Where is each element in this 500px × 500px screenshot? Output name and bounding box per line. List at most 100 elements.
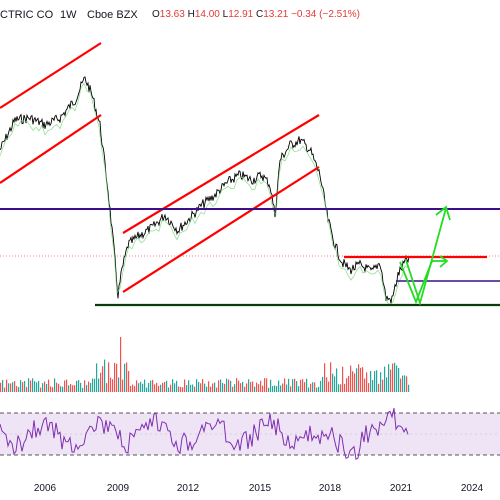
volume-bar bbox=[24, 380, 26, 392]
volume-bar bbox=[326, 377, 328, 392]
volume-bar bbox=[310, 383, 312, 392]
volume-bar bbox=[62, 386, 64, 392]
volume-bar bbox=[354, 373, 356, 392]
volume-bar bbox=[132, 384, 134, 392]
low-label: L bbox=[222, 9, 229, 20]
volume-bar bbox=[400, 378, 402, 392]
volume-bar bbox=[156, 382, 158, 392]
volume-bar bbox=[172, 379, 174, 392]
volume-bar bbox=[302, 379, 304, 392]
volume-bar bbox=[250, 381, 252, 392]
volume-bar bbox=[336, 368, 338, 392]
volume-bar bbox=[332, 373, 334, 392]
ohlc-readout: O13.63 H14.00 L12.91 C13.21 −0.34 (−2.51… bbox=[152, 9, 360, 20]
volume-bar bbox=[262, 385, 264, 392]
volume-bar bbox=[136, 380, 138, 392]
volume-bar bbox=[316, 387, 318, 392]
volume-bar bbox=[174, 383, 176, 392]
interval-label[interactable]: 1W bbox=[60, 9, 77, 21]
volume-bar bbox=[342, 366, 344, 392]
close-label: C bbox=[256, 9, 264, 20]
close-value: 13.21 bbox=[263, 9, 289, 20]
volume-bar bbox=[190, 384, 192, 392]
volume-bar bbox=[350, 365, 352, 392]
volume-bar bbox=[242, 381, 244, 392]
volume-bar bbox=[324, 363, 326, 392]
volume-bar bbox=[278, 380, 280, 392]
volume-bar bbox=[254, 386, 256, 392]
volume-bar bbox=[218, 380, 220, 392]
volume-bar bbox=[2, 380, 4, 392]
volume-bar bbox=[406, 376, 408, 392]
volume-bar bbox=[230, 380, 232, 392]
volume-bar bbox=[98, 378, 100, 392]
volume-bar bbox=[58, 383, 60, 392]
volume-bar bbox=[304, 382, 306, 392]
high-label: H bbox=[187, 9, 195, 20]
volume-bar bbox=[60, 386, 62, 392]
volume-bar bbox=[20, 380, 22, 392]
volume-bar bbox=[408, 384, 410, 392]
volume-bar bbox=[124, 363, 126, 392]
volume-bar bbox=[216, 387, 218, 392]
volume-bar bbox=[294, 378, 296, 392]
volume-bar bbox=[198, 381, 200, 392]
volume-bar bbox=[130, 385, 132, 392]
volume-bar bbox=[54, 378, 56, 392]
volume-bar bbox=[8, 383, 10, 392]
volume-bar bbox=[270, 379, 272, 392]
volume-bar bbox=[234, 384, 236, 392]
volume-bar bbox=[398, 367, 400, 392]
volume-bar bbox=[76, 380, 78, 392]
volume-bar bbox=[46, 383, 48, 392]
change-value: −0.34 (−2.51%) bbox=[291, 9, 360, 20]
volume-bar bbox=[374, 371, 376, 392]
volume-bar bbox=[362, 367, 364, 392]
volume-bar bbox=[114, 362, 116, 392]
volume-bar bbox=[274, 385, 276, 392]
volume-bar bbox=[44, 381, 46, 392]
volume-bar bbox=[150, 380, 152, 392]
volume-bar bbox=[160, 384, 162, 392]
projection-path-2 bbox=[399, 260, 433, 305]
rsi-band bbox=[0, 412, 500, 456]
projection-arrows bbox=[399, 205, 451, 307]
volume-bar bbox=[386, 377, 388, 392]
volume-bar bbox=[40, 387, 42, 392]
volume-bar bbox=[154, 384, 156, 392]
volume-bar bbox=[86, 385, 88, 392]
open-value: 13.63 bbox=[159, 9, 185, 20]
x-tick-label: 2015 bbox=[248, 483, 272, 494]
volume-bar bbox=[378, 383, 380, 392]
volume-bar bbox=[246, 383, 248, 392]
volume-bar bbox=[16, 386, 18, 392]
volume-bar bbox=[382, 379, 384, 392]
volume-bar bbox=[320, 380, 322, 392]
volume-bar bbox=[388, 364, 390, 392]
volume-bar bbox=[34, 381, 36, 392]
volume-bar bbox=[384, 366, 386, 392]
volume-bar bbox=[108, 362, 110, 392]
volume-bar bbox=[164, 381, 166, 392]
volume-bar bbox=[340, 384, 342, 392]
volume-bar bbox=[404, 375, 406, 392]
high-value: 14.00 bbox=[194, 9, 220, 20]
volume-bar bbox=[214, 382, 216, 392]
volume-bar bbox=[338, 384, 340, 392]
channel-upper-1 bbox=[0, 42, 102, 109]
volume-bar bbox=[228, 379, 230, 392]
volume-bar bbox=[10, 383, 12, 392]
volume-bar bbox=[72, 385, 74, 392]
volume-bar bbox=[6, 379, 8, 392]
volume-bar bbox=[92, 378, 94, 392]
volume-bars bbox=[0, 337, 410, 392]
volume-bar bbox=[292, 379, 294, 392]
volume-bar bbox=[166, 380, 168, 392]
volume-bar bbox=[120, 337, 122, 392]
rsi-line bbox=[0, 407, 409, 461]
price-line bbox=[0, 76, 410, 304]
volume-bar bbox=[222, 382, 224, 392]
volume-bar bbox=[272, 386, 274, 392]
projection-arrowhead-right bbox=[439, 255, 449, 268]
